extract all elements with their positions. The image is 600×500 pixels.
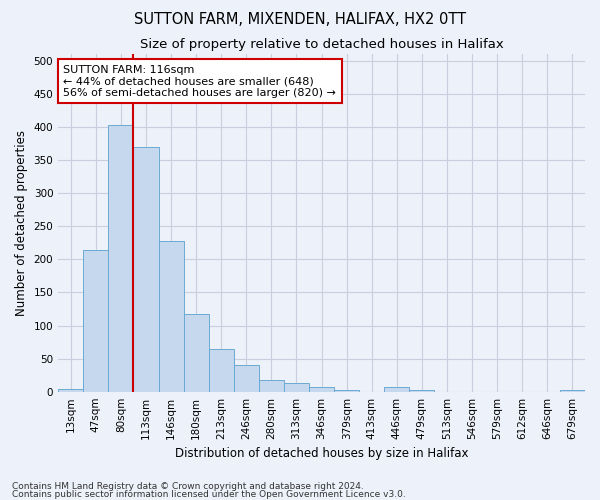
Bar bbox=[284, 383, 309, 392]
Bar bbox=[334, 390, 359, 392]
Bar bbox=[259, 380, 284, 392]
Bar bbox=[184, 314, 209, 392]
Text: SUTTON FARM: 116sqm
← 44% of detached houses are smaller (648)
56% of semi-detac: SUTTON FARM: 116sqm ← 44% of detached ho… bbox=[64, 64, 337, 98]
Bar bbox=[133, 147, 158, 392]
Bar bbox=[158, 241, 184, 392]
Bar bbox=[209, 348, 234, 392]
Bar bbox=[109, 124, 133, 392]
X-axis label: Distribution of detached houses by size in Halifax: Distribution of detached houses by size … bbox=[175, 447, 469, 460]
Bar bbox=[58, 389, 83, 392]
Bar bbox=[409, 390, 434, 392]
Text: SUTTON FARM, MIXENDEN, HALIFAX, HX2 0TT: SUTTON FARM, MIXENDEN, HALIFAX, HX2 0TT bbox=[134, 12, 466, 28]
Bar bbox=[234, 365, 259, 392]
Y-axis label: Number of detached properties: Number of detached properties bbox=[15, 130, 28, 316]
Bar bbox=[385, 387, 409, 392]
Text: Contains HM Land Registry data © Crown copyright and database right 2024.: Contains HM Land Registry data © Crown c… bbox=[12, 482, 364, 491]
Bar bbox=[560, 390, 585, 392]
Bar bbox=[309, 387, 334, 392]
Text: Contains public sector information licensed under the Open Government Licence v3: Contains public sector information licen… bbox=[12, 490, 406, 499]
Title: Size of property relative to detached houses in Halifax: Size of property relative to detached ho… bbox=[140, 38, 503, 51]
Bar bbox=[83, 250, 109, 392]
